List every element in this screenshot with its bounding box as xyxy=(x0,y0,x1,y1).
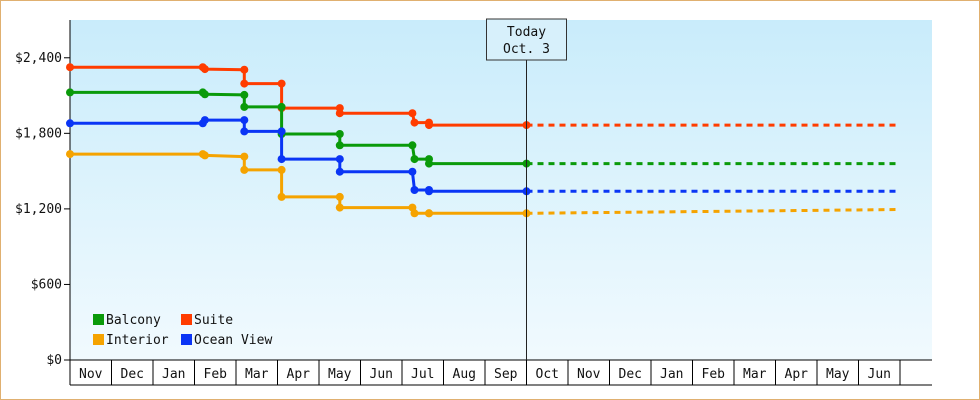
legend-label: Balcony xyxy=(106,313,161,328)
series-point xyxy=(240,152,249,161)
legend-swatch xyxy=(181,314,192,325)
series-point xyxy=(277,102,286,111)
series-point xyxy=(277,127,286,136)
series-point xyxy=(410,118,419,127)
x-month-label: Apr xyxy=(287,367,311,382)
x-month-label: Nov xyxy=(79,367,103,382)
series-point xyxy=(240,116,249,125)
series-point xyxy=(66,88,74,97)
series-point xyxy=(335,167,344,176)
x-month-label: Sep xyxy=(494,367,518,382)
series-point xyxy=(66,63,74,72)
series-point xyxy=(408,141,417,150)
series-point xyxy=(66,150,74,159)
x-month-label: Feb xyxy=(204,367,228,382)
series-point xyxy=(240,65,249,74)
series-point xyxy=(335,141,344,150)
x-axis-band xyxy=(70,361,932,385)
legend-label: Interior xyxy=(106,333,169,348)
series-point xyxy=(335,155,344,164)
today-label: Today xyxy=(507,25,546,40)
legend-swatch xyxy=(181,334,192,345)
x-month-label: Apr xyxy=(785,367,809,382)
series-point xyxy=(200,151,209,160)
legend-swatch xyxy=(93,314,104,325)
x-month-label: Aug xyxy=(453,367,476,382)
y-tick-label: $1,200 xyxy=(15,202,62,217)
series-point xyxy=(335,192,344,201)
x-month-label: Jan xyxy=(162,367,185,382)
x-month-label: May xyxy=(826,367,850,382)
series-point xyxy=(240,102,249,111)
today-date: Oct. 3 xyxy=(503,42,550,57)
series-point xyxy=(200,90,209,99)
series-point xyxy=(277,155,286,164)
x-month-label: May xyxy=(328,367,352,382)
legend-label: Ocean View xyxy=(194,333,272,348)
x-month-label: Dec xyxy=(619,367,642,382)
series-point xyxy=(335,109,344,118)
series-point xyxy=(200,65,209,74)
x-month-label: Nov xyxy=(577,367,601,382)
series-point xyxy=(425,209,433,218)
series-point xyxy=(425,187,433,196)
series-point xyxy=(408,167,417,176)
y-tick-label: $0 xyxy=(46,353,62,368)
series-point xyxy=(410,155,419,164)
legend-label: Suite xyxy=(194,313,233,328)
series-point xyxy=(410,186,419,194)
series-point xyxy=(277,165,286,174)
y-tick-label: $2,400 xyxy=(15,51,62,66)
series-point xyxy=(277,79,286,88)
series-point xyxy=(200,116,209,125)
y-tick-label: $600 xyxy=(31,277,62,292)
series-point xyxy=(408,109,417,118)
y-tick-label: $1,800 xyxy=(15,126,62,141)
x-month-label: Jul xyxy=(411,367,434,382)
x-month-label: Mar xyxy=(743,367,767,382)
series-point xyxy=(335,203,344,212)
series-point xyxy=(240,165,249,174)
series-forecast-line xyxy=(526,208,901,215)
series-point xyxy=(335,130,344,138)
series-point xyxy=(240,79,249,88)
x-month-label: Jan xyxy=(660,367,683,382)
x-month-label: Jun xyxy=(868,367,891,382)
series-point xyxy=(425,121,433,130)
series-point xyxy=(425,159,433,168)
series-point xyxy=(66,119,74,128)
series-point xyxy=(410,209,419,218)
x-month-label: Oct xyxy=(536,367,559,382)
series-point xyxy=(240,127,249,136)
series-point xyxy=(240,90,249,99)
today-box xyxy=(486,18,567,61)
legend-swatch xyxy=(93,334,104,345)
x-month-label: Jun xyxy=(370,367,393,382)
x-month-label: Mar xyxy=(245,367,269,382)
x-month-label: Feb xyxy=(702,367,726,382)
x-month-label: Dec xyxy=(121,367,144,382)
series-point xyxy=(277,192,286,201)
